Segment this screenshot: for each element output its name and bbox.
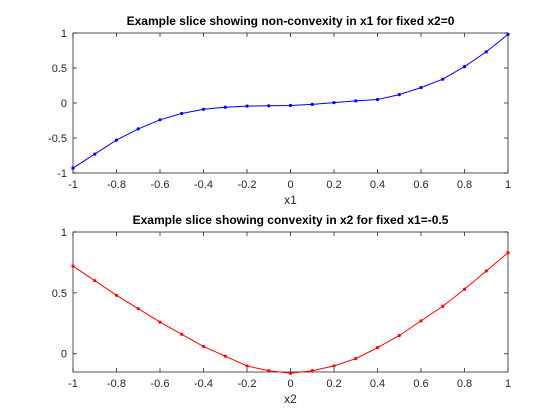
bottom-x-axis-label: x2 [284, 392, 297, 406]
bottom-x-tick-label: 0.2 [326, 378, 341, 390]
top-data-point [462, 65, 467, 69]
subplot-bottom: -1 -0.8 -0.6 -0.4 -0.2 0 0.2 0.4 0.6 0.8 1 0 0.5 1 Exa… [52, 213, 511, 406]
bottom-data-point [180, 332, 184, 336]
bottom-chart-title: Example slice showing convexity in x2 fo… [133, 213, 449, 227]
bottom-x-tick-label: 0.4 [370, 378, 385, 390]
top-x-axis-label: x1 [284, 193, 297, 207]
bottom-data-point [310, 369, 314, 373]
top-data-point [484, 50, 488, 54]
bottom-data-point [201, 344, 206, 349]
bottom-data-point [419, 319, 423, 323]
top-data-point [506, 32, 510, 37]
top-data-point [397, 93, 401, 97]
bottom-data-point [375, 346, 380, 350]
top-axes-box [72, 32, 509, 174]
bottom-data-point [397, 333, 401, 338]
bottom-axes-box [72, 231, 509, 373]
top-data-point [332, 101, 336, 105]
bottom-data-point [158, 320, 162, 324]
subplot-top: -1 -0.8 -0.6 -0.4 -0.2 0 0.2 0.4 0.6 0.8 1 -1 -0.5 0 0… [48, 14, 511, 207]
top-y-tick-label: 0.5 [52, 63, 67, 75]
top-chart-title: Example slice showing non-convexity in x… [127, 14, 455, 28]
bottom-data-point [332, 364, 336, 368]
top-data-point [201, 107, 206, 111]
top-y-tick-label: 1 [61, 28, 67, 40]
top-x-tick-label: 0.2 [326, 179, 341, 191]
top-x-tick-label: -0.2 [238, 179, 257, 191]
bottom-data-point [136, 307, 140, 311]
top-data-point [310, 102, 314, 106]
bottom-x-tick-label: 0.6 [413, 378, 428, 390]
top-data-point [419, 86, 423, 90]
top-x-tick-label: 0.8 [457, 179, 472, 191]
top-x-tick-label: -0.4 [194, 179, 213, 191]
top-x-tick-label: -1 [68, 179, 78, 191]
top-data-point [223, 105, 227, 109]
top-data-point [354, 99, 358, 103]
top-data-point [441, 77, 445, 81]
top-data-point [158, 118, 162, 122]
top-x-tick-label: 0.4 [370, 179, 385, 191]
bottom-data-point [506, 251, 510, 255]
bottom-x-tick-label: -1 [68, 378, 78, 390]
top-x-tick-label: 0 [287, 179, 293, 191]
bottom-x-tick-label: 1 [505, 378, 511, 390]
bottom-data-point [462, 287, 467, 291]
bottom-x-tick-label: 0 [287, 378, 293, 390]
top-y-tick-label: -1 [57, 168, 67, 180]
bottom-y-tick-label: 1 [61, 227, 67, 239]
bottom-x-tick-label: -0.2 [238, 378, 257, 390]
bottom-data-point [484, 269, 488, 273]
bottom-data-point [93, 279, 97, 283]
bottom-y-tick-label: 0 [61, 349, 67, 361]
top-y-tick-label: -0.5 [48, 133, 67, 145]
top-data-point [180, 111, 184, 116]
bottom-data-point [267, 369, 271, 373]
top-y-tick-label: 0 [61, 98, 67, 110]
top-x-tick-label: -0.6 [151, 179, 170, 191]
bottom-y-tick-label: 0.5 [52, 288, 67, 300]
bottom-data-point [223, 354, 227, 358]
top-data-point [375, 97, 380, 102]
bottom-x-tick-label: -0.4 [194, 378, 213, 390]
bottom-x-tick-label: 0.8 [457, 378, 472, 390]
top-x-tick-label: -0.8 [107, 179, 126, 191]
bottom-data-point [114, 293, 119, 297]
bottom-data-point [71, 264, 75, 268]
top-x-tick-label: 1 [505, 179, 511, 191]
bottom-data-point [441, 304, 445, 308]
top-data-point [71, 166, 75, 170]
top-data-point [288, 103, 293, 108]
top-data-point [245, 104, 249, 108]
bottom-x-tick-label: -0.8 [107, 378, 126, 390]
bottom-data-point [354, 357, 358, 361]
bottom-data-point [288, 371, 293, 375]
bottom-data-point [245, 364, 249, 368]
top-x-tick-label: 0.6 [413, 179, 428, 191]
top-data-point [93, 152, 97, 156]
top-data-point [267, 104, 271, 108]
top-data-point [114, 138, 119, 142]
bottom-x-tick-label: -0.6 [151, 378, 170, 390]
top-data-point [136, 127, 140, 131]
